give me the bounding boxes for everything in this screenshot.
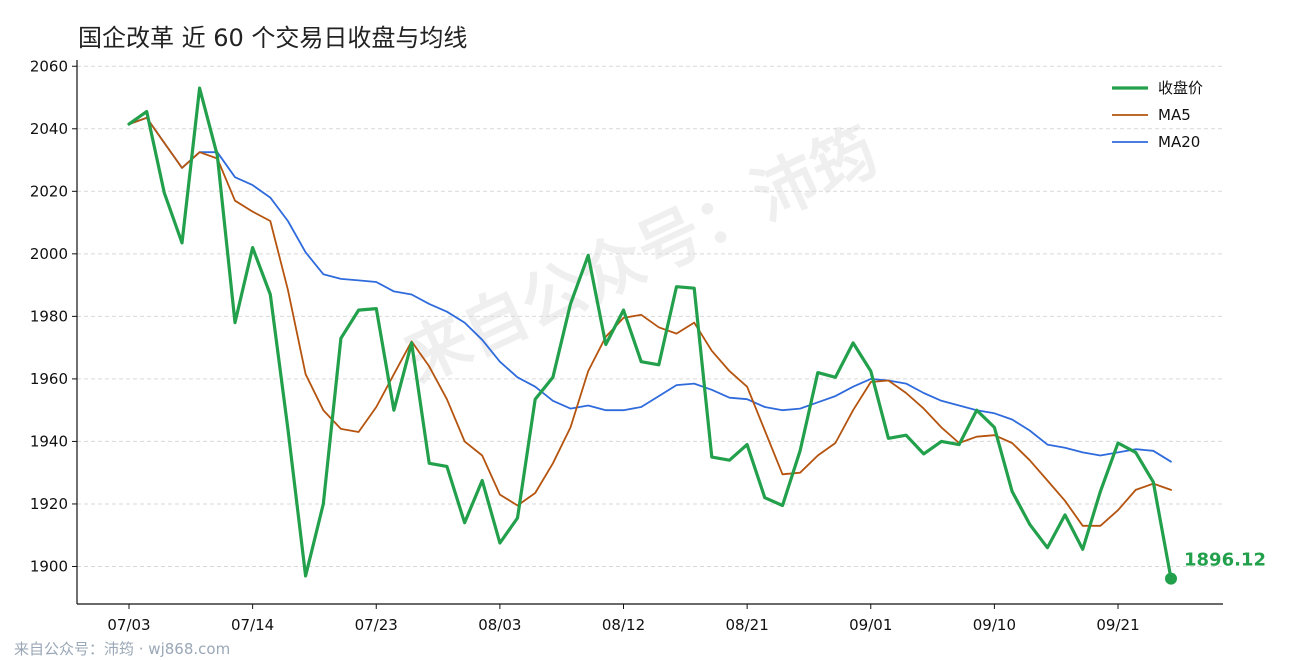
y-tick-label: 1940 xyxy=(30,432,68,450)
footer-source: 来自公众号：沛筠 · wj868.com xyxy=(14,640,231,658)
x-tick-label: 09/21 xyxy=(1096,616,1139,634)
series-lines: 1896.12 xyxy=(127,86,1266,585)
x-tick-label: 09/10 xyxy=(973,616,1016,634)
ma20-line xyxy=(128,116,1172,463)
y-tick-label: 1980 xyxy=(30,307,68,325)
y-tick-label: 1960 xyxy=(30,370,68,388)
x-tick-label: 07/03 xyxy=(107,616,150,634)
last-close-label: 1896.12 xyxy=(1184,550,1266,571)
legend: 收盘价 MA5 MA20 xyxy=(1112,79,1203,151)
axes: 1900 1920 1940 1960 1980 2000 2020 2040 2060 07/0… xyxy=(30,57,1223,634)
y-tick-label: 1920 xyxy=(30,495,68,513)
last-close-point xyxy=(1165,572,1177,585)
x-tick-label: 09/01 xyxy=(849,616,892,634)
y-tick-label: 1900 xyxy=(30,557,68,575)
legend-label: 收盘价 xyxy=(1158,79,1203,97)
y-tick-label: 2040 xyxy=(30,120,68,138)
ma5-line xyxy=(128,116,1172,527)
x-tick-label: 08/03 xyxy=(478,616,521,634)
watermark: 来自公众号：沛筠 xyxy=(393,114,888,397)
legend-label: MA20 xyxy=(1158,133,1200,151)
close-price-line xyxy=(127,86,1173,581)
legend-label: MA5 xyxy=(1158,106,1191,124)
y-tick-label: 2000 xyxy=(30,245,68,263)
chart-title: 国企改革 近 60 个交易日收盘与均线 xyxy=(78,24,468,52)
x-tick-label: 08/12 xyxy=(602,616,645,634)
x-tick-label: 07/14 xyxy=(231,616,274,634)
watermark-text: 来自公众号：沛筠 xyxy=(393,114,888,397)
x-tick-label: 07/23 xyxy=(355,616,398,634)
y-tick-label: 2020 xyxy=(30,182,68,200)
x-tick-label: 08/21 xyxy=(726,616,769,634)
y-tick-label: 2060 xyxy=(30,57,68,75)
grid-lines xyxy=(77,65,1223,567)
